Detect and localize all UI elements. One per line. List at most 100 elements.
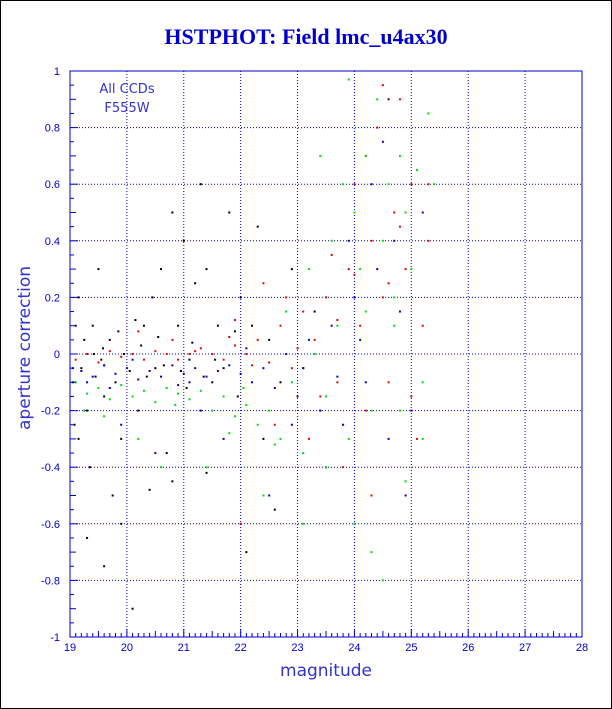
data-point-series-1 (108, 350, 111, 353)
data-point-series-0 (103, 395, 106, 398)
y-tick-label: -0.8 (41, 575, 60, 587)
data-point-series-0 (194, 282, 197, 285)
data-point-series-0 (91, 324, 94, 327)
data-point-series-2 (290, 423, 293, 426)
data-point-series-3 (160, 466, 163, 469)
x-tick-label: 21 (178, 642, 190, 654)
data-point-series-0 (313, 310, 316, 313)
data-point-series-2 (182, 372, 185, 375)
data-point-series-3 (285, 310, 288, 313)
data-point-series-0 (94, 375, 97, 378)
data-point-series-3 (381, 239, 384, 242)
data-point-series-3 (398, 154, 401, 157)
data-point-series-3 (108, 398, 111, 401)
data-point-series-2 (114, 372, 117, 375)
data-point-series-0 (179, 369, 182, 372)
data-point-series-1 (387, 282, 390, 285)
data-point-series-0 (211, 381, 214, 384)
data-point-series-1 (251, 364, 254, 367)
data-point-series-0 (151, 296, 154, 299)
data-point-series-3 (131, 395, 134, 398)
data-point-series-1 (268, 361, 271, 364)
data-point-series-1 (296, 347, 299, 350)
data-point-series-3 (404, 211, 407, 214)
data-point-series-1 (120, 355, 123, 358)
data-point-series-2 (319, 409, 322, 412)
data-point-series-2 (120, 423, 123, 426)
data-point-series-1 (239, 522, 242, 525)
data-point-series-1 (416, 437, 419, 440)
data-point-series-0 (233, 330, 236, 333)
data-point-series-2 (307, 338, 310, 341)
data-point-series-1 (171, 338, 174, 341)
data-point-series-0 (262, 437, 265, 440)
data-point-series-0 (205, 471, 208, 474)
data-point-series-2 (91, 375, 94, 378)
data-point-series-3 (177, 392, 180, 395)
data-point-series-1 (177, 358, 180, 361)
data-point-series-2 (410, 409, 413, 412)
data-point-series-2 (245, 347, 248, 350)
data-point-series-1 (364, 409, 367, 412)
data-point-series-3 (342, 183, 345, 186)
data-point-series-1 (370, 494, 373, 497)
data-point-series-3 (393, 296, 396, 299)
y-tick-label: 0.2 (45, 292, 60, 304)
data-point-series-3 (370, 409, 373, 412)
data-point-series-1 (307, 437, 310, 440)
data-point-series-3 (97, 386, 100, 389)
y-tick-label: 0.8 (45, 123, 60, 135)
data-point-series-2 (336, 375, 339, 378)
data-point-series-0 (134, 319, 137, 322)
data-point-series-1 (404, 268, 407, 271)
data-point-series-0 (148, 488, 151, 491)
data-point-series-0 (160, 268, 163, 271)
data-point-series-0 (80, 367, 83, 370)
data-point-series-2 (398, 310, 401, 313)
data-point-series-2 (171, 364, 174, 367)
data-point-series-2 (86, 381, 89, 384)
chart-title: HSTPHOT: Field lmc_u4ax30 (164, 24, 448, 49)
data-point-series-2 (251, 381, 254, 384)
data-point-series-1 (188, 353, 191, 355)
data-point-series-3 (290, 381, 293, 384)
data-point-series-1 (336, 381, 339, 384)
data-point-series-1 (142, 358, 145, 361)
data-point-series-3 (233, 415, 236, 418)
data-point-series-0 (128, 369, 131, 372)
data-point-series-1 (137, 330, 140, 333)
data-point-series-3 (376, 98, 379, 101)
data-point-series-1 (387, 381, 390, 384)
data-point-series-0 (202, 375, 205, 378)
data-point-series-3 (273, 443, 276, 446)
data-point-series-0 (83, 338, 86, 341)
data-point-series-2 (177, 384, 180, 387)
x-tick-label: 25 (405, 642, 417, 654)
data-point-series-2 (302, 367, 305, 370)
data-point-series-0 (214, 358, 217, 361)
data-point-series-3 (381, 579, 384, 582)
data-point-series-0 (188, 358, 191, 361)
data-point-series-2 (108, 386, 111, 389)
data-point-series-3 (359, 268, 362, 271)
data-point-series-0 (92, 353, 95, 355)
data-point-series-0 (268, 338, 271, 341)
data-point-series-1 (165, 353, 168, 355)
data-point-series-2 (353, 296, 356, 299)
data-point-series-0 (256, 225, 259, 228)
data-point-series-2 (216, 369, 219, 372)
data-point-series-3 (205, 466, 208, 469)
data-point-series-3 (330, 239, 333, 242)
data-point-series-0 (157, 336, 160, 339)
data-point-series-3 (393, 324, 396, 327)
data-point-series-1 (86, 353, 89, 355)
data-point-series-2 (137, 378, 140, 381)
data-point-series-2 (80, 369, 83, 372)
data-point-series-0 (123, 353, 126, 355)
data-point-series-0 (77, 296, 80, 299)
data-point-series-3 (398, 409, 401, 412)
data-point-series-1 (222, 358, 225, 361)
data-point-series-2 (199, 409, 202, 412)
data-point-series-0 (86, 536, 89, 539)
data-point-series-0 (108, 338, 111, 341)
